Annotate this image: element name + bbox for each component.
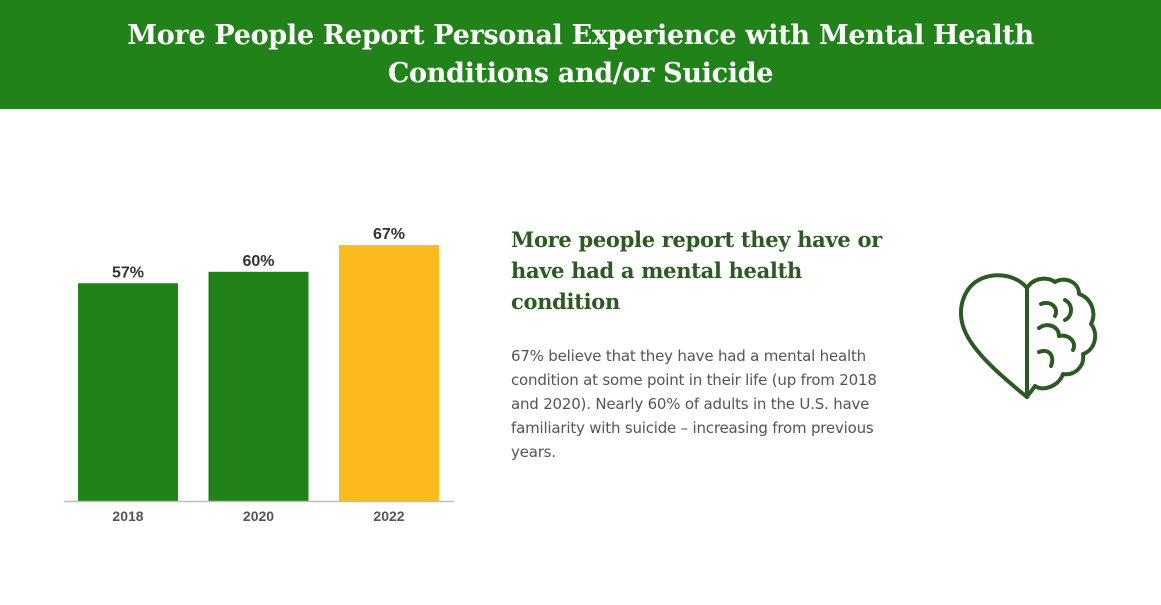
category-label-2022: 2022 <box>373 508 404 524</box>
bar-2018 <box>78 283 178 501</box>
value-label-2018: 57% <box>112 264 144 281</box>
bar-2020 <box>208 271 309 501</box>
section-heading: More people report they have or have had… <box>511 227 882 314</box>
bar-chart: 57% 2018 60% 2020 67% 2022 <box>64 226 454 524</box>
header-banner: More People Report Personal Experience w… <box>0 0 1161 109</box>
section-body: 67% believe that they have had a mental … <box>511 347 877 461</box>
chart-labels: 57% 2018 60% 2020 67% 2022 <box>112 226 405 524</box>
heart-brain-icon <box>955 270 1100 402</box>
category-label-2018: 2018 <box>112 508 143 524</box>
category-label-2020: 2020 <box>243 508 274 524</box>
value-label-2022: 67% <box>373 226 405 243</box>
page-title: More People Report Personal Experience w… <box>127 19 1034 89</box>
chart-bars <box>78 245 439 501</box>
bar-2022 <box>339 245 439 501</box>
value-label-2020: 60% <box>242 253 274 270</box>
